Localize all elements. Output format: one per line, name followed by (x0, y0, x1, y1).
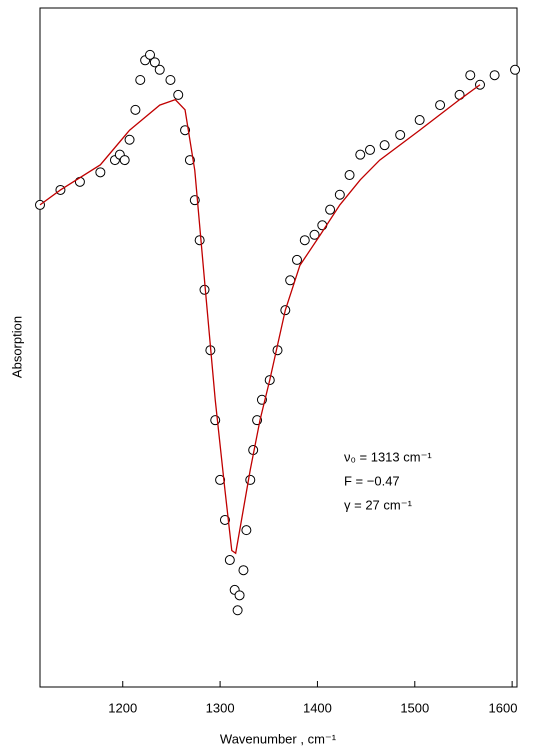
data-point (95, 167, 106, 178)
data-point (165, 74, 176, 85)
data-point (219, 514, 230, 525)
x-tick-label: 1600 (489, 700, 518, 715)
data-point (414, 115, 425, 126)
data-point (489, 70, 500, 81)
x-tick-label: 1200 (108, 700, 137, 715)
data-point (291, 254, 302, 265)
data-point (355, 149, 366, 160)
x-axis-label: Wavenumber , cm⁻¹ (220, 731, 337, 746)
data-point (379, 140, 390, 151)
data-point (149, 57, 160, 68)
data-point (317, 220, 328, 231)
data-point (173, 89, 184, 100)
data-point (232, 605, 243, 616)
data-point (435, 100, 446, 111)
data-point (74, 176, 85, 187)
data-point (194, 235, 205, 246)
data-point (344, 170, 355, 181)
fit-line (39, 84, 481, 555)
data-point (238, 565, 249, 576)
data-point (145, 49, 156, 60)
annotation: ν₀ = 1313 cm⁻¹ (344, 449, 432, 464)
data-point (325, 204, 336, 215)
data-point (224, 555, 235, 566)
data-point (395, 129, 406, 140)
data-point (285, 275, 296, 286)
data-point (130, 104, 141, 115)
data-point (119, 155, 130, 166)
data-point (510, 64, 521, 75)
annotation: γ = 27 cm⁻¹ (344, 497, 413, 512)
data-point (124, 134, 135, 145)
data-point (234, 590, 245, 601)
data-point (135, 74, 146, 85)
data-point (241, 525, 252, 536)
x-tick-label: 1300 (206, 700, 235, 715)
plot-frame (39, 7, 518, 688)
y-axis-label: Absorption (9, 316, 24, 378)
data-point (154, 64, 165, 75)
data-point (245, 474, 256, 485)
data-point (299, 235, 310, 246)
data-point (465, 70, 476, 81)
data-point (309, 229, 320, 240)
annotation: F = −0.47 (344, 473, 400, 488)
x-tick-label: 1500 (400, 700, 429, 715)
data-point (365, 144, 376, 155)
x-tick-label: 1400 (303, 700, 332, 715)
data-point (215, 474, 226, 485)
data-point (334, 189, 345, 200)
data-point (180, 125, 191, 136)
